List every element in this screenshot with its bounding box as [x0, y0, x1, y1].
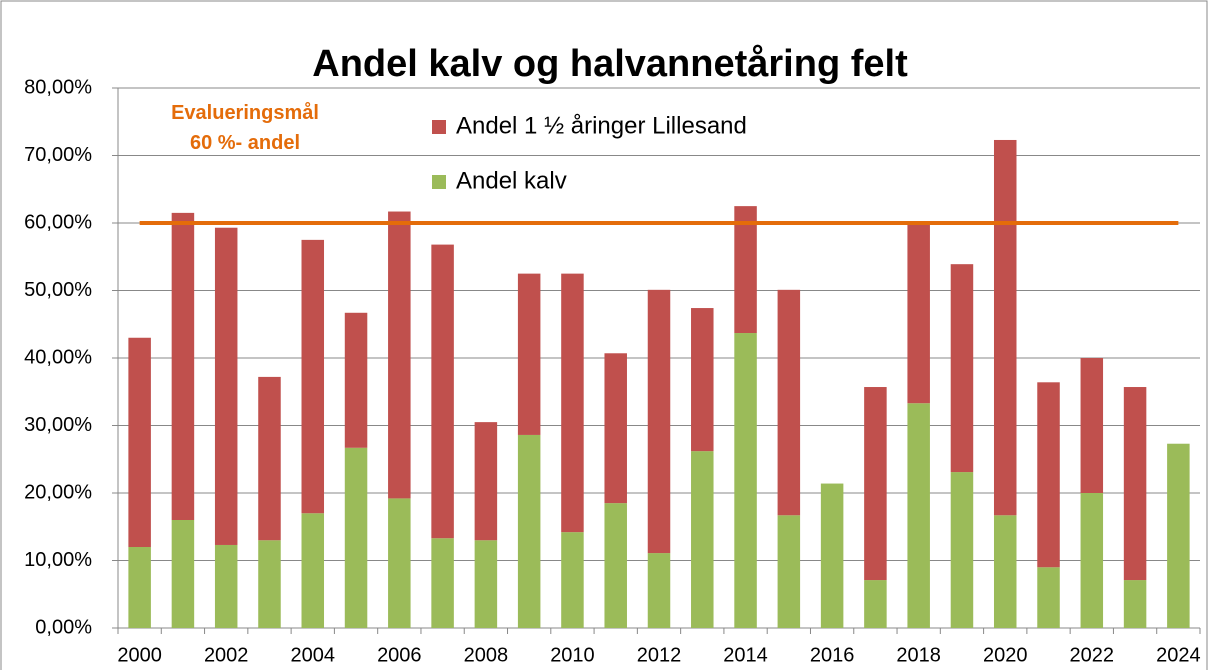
- bar: [214, 227, 238, 545]
- bar: [474, 422, 498, 541]
- bar: [474, 540, 498, 628]
- legend-swatch: [432, 120, 446, 134]
- y-tick-label: 70,00%: [24, 144, 92, 166]
- bar: [604, 353, 627, 504]
- bar: [1080, 493, 1104, 628]
- x-tick-label: 2022: [1070, 644, 1115, 666]
- bar: [1037, 382, 1060, 568]
- legend-swatch: [432, 175, 446, 189]
- x-tick-label: 2012: [637, 644, 682, 666]
- bar: [388, 211, 411, 499]
- target-annotation: Evalueringsmål 60 %- andel: [171, 102, 319, 154]
- bar: [517, 273, 541, 435]
- bar: [734, 206, 757, 334]
- bar: [517, 434, 541, 628]
- bar: [171, 212, 195, 520]
- bar: [258, 376, 281, 541]
- bar: [344, 447, 368, 628]
- bar: [820, 483, 844, 628]
- bar: [777, 289, 801, 516]
- bar: [647, 289, 671, 554]
- x-tick-label: 2020: [983, 644, 1028, 666]
- bar: [431, 538, 454, 628]
- bar: [604, 503, 627, 628]
- bar: [344, 312, 368, 448]
- bar: [907, 403, 930, 628]
- bar: [1080, 358, 1104, 493]
- y-tick-label: 60,00%: [24, 211, 92, 233]
- bar: [1167, 443, 1190, 628]
- x-tick-label: 2018: [896, 644, 941, 666]
- chart-title: Andel kalv og halvannetåring felt: [312, 43, 908, 85]
- bar: [214, 544, 238, 628]
- x-tick-label: 2002: [204, 644, 249, 666]
- bar: [777, 515, 801, 628]
- bar: [561, 532, 584, 628]
- y-tick-label: 50,00%: [24, 279, 92, 301]
- bar: [301, 513, 325, 628]
- bar: [864, 387, 887, 581]
- y-tick-label: 10,00%: [24, 549, 92, 571]
- bar: [128, 547, 151, 628]
- bar: [691, 451, 714, 628]
- bar: [1037, 567, 1060, 628]
- bar: [171, 520, 195, 628]
- legend-label: Andel kalv: [456, 167, 567, 194]
- bar: [1123, 387, 1147, 581]
- bar: [691, 308, 714, 452]
- x-tick-label: 2024: [1156, 644, 1201, 666]
- x-tick-label: 2000: [117, 644, 162, 666]
- x-tick-label: 2016: [810, 644, 855, 666]
- bar: [950, 472, 974, 628]
- y-tick-label: 20,00%: [24, 481, 92, 503]
- y-tick-label: 30,00%: [24, 414, 92, 436]
- legend-label: Andel 1 ½ åringer Lillesand: [456, 112, 747, 139]
- x-tick-label: 2008: [464, 644, 509, 666]
- x-tick-label: 2014: [723, 644, 768, 666]
- bar: [128, 337, 151, 547]
- bar: [301, 239, 325, 514]
- bar: [431, 244, 454, 539]
- bar: [864, 580, 887, 628]
- bar: [647, 553, 671, 628]
- y-tick-label: 40,00%: [24, 346, 92, 368]
- x-tick-label: 2010: [550, 644, 595, 666]
- bar: [950, 264, 974, 473]
- y-tick-label: 80,00%: [24, 76, 92, 98]
- bar: [907, 223, 930, 404]
- bar: [561, 273, 584, 533]
- x-tick-label: 2006: [377, 644, 422, 666]
- bar: [993, 139, 1017, 516]
- x-tick-label: 2004: [291, 644, 336, 666]
- y-tick-label: 0,00%: [35, 616, 92, 638]
- bar: [258, 540, 281, 628]
- bar: [734, 333, 757, 628]
- bar: [993, 515, 1017, 628]
- bar: [388, 498, 411, 628]
- bar: [1123, 580, 1147, 628]
